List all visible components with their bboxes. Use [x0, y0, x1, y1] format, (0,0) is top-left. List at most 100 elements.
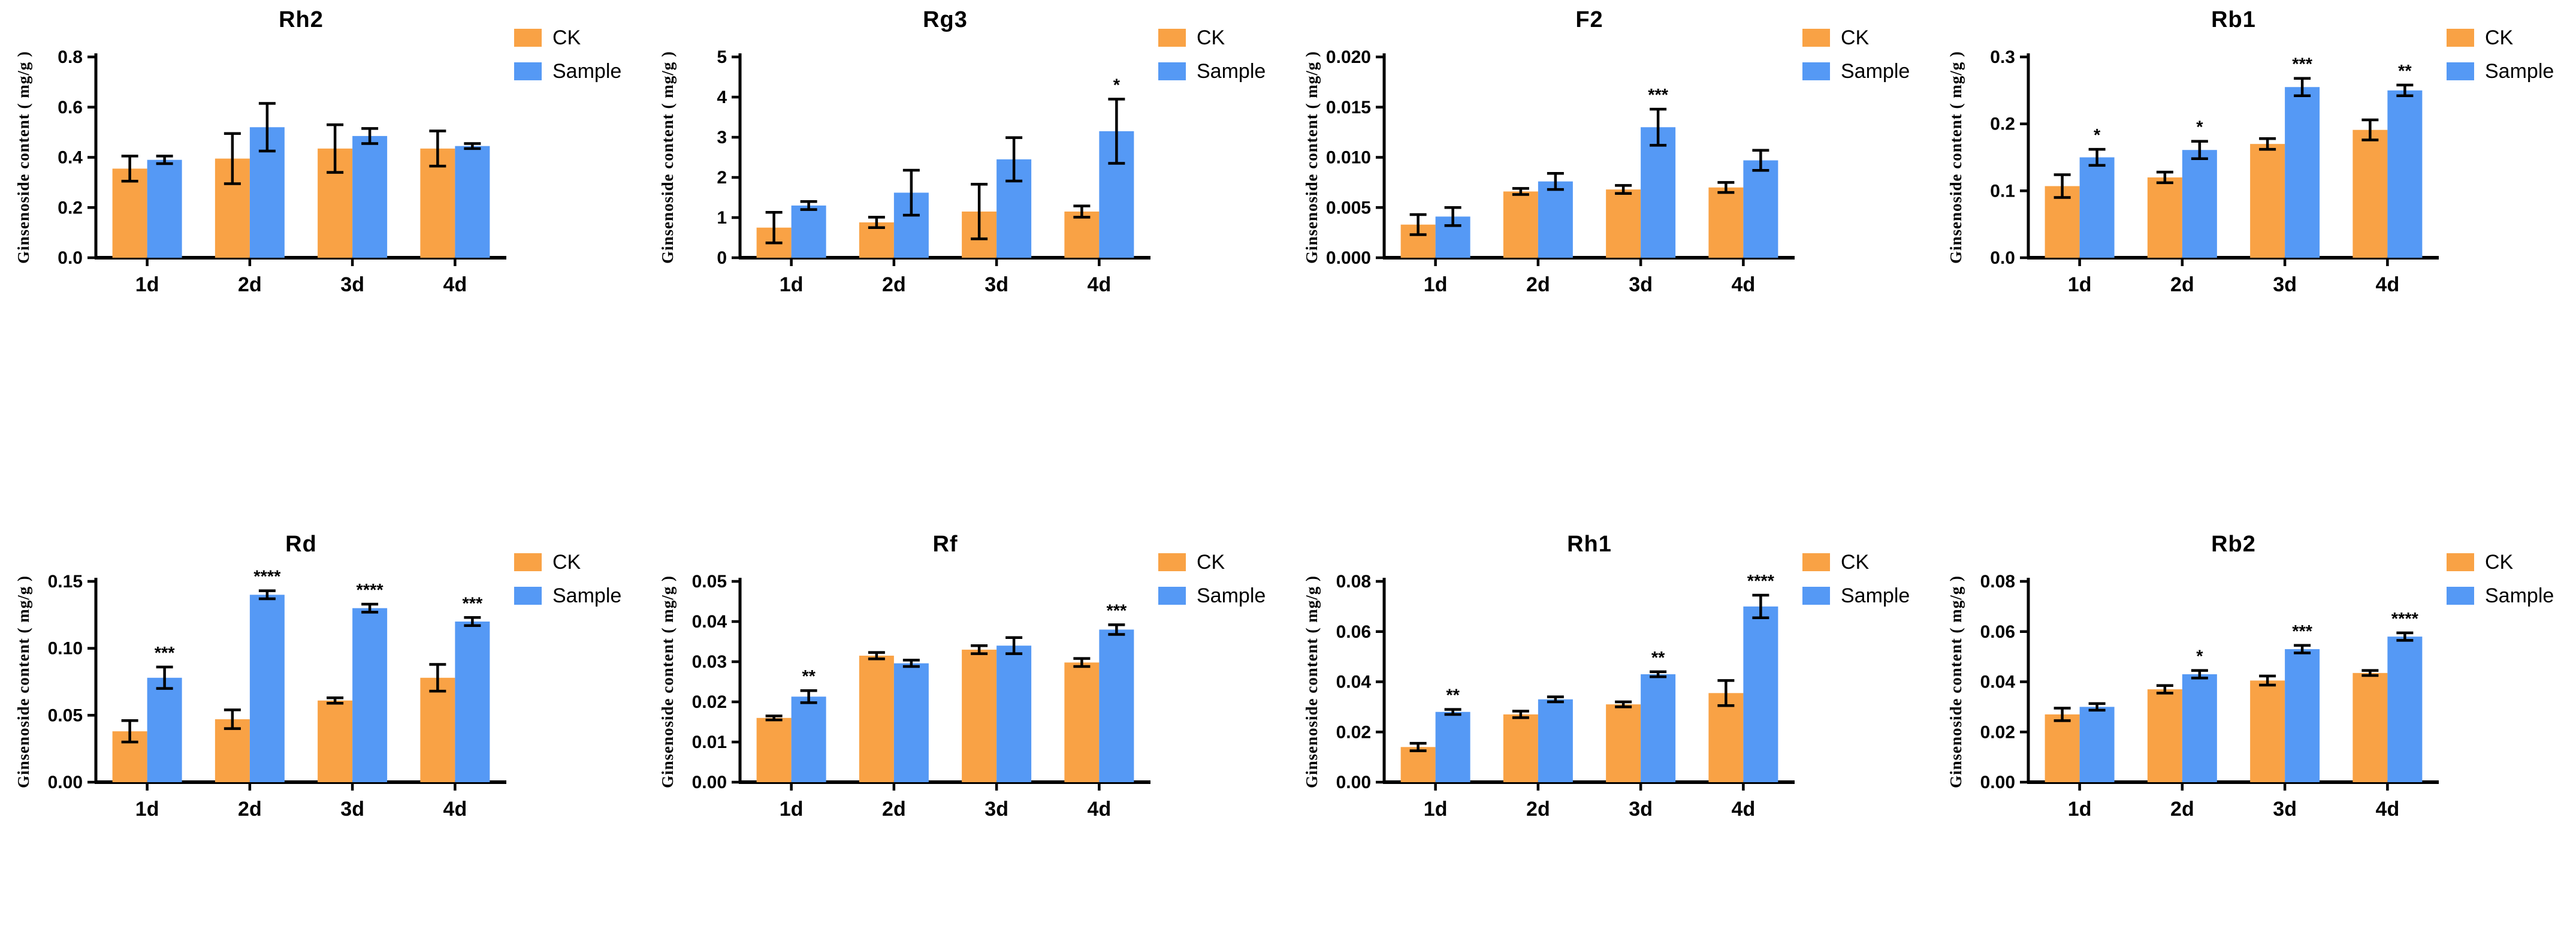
svg-text:4d: 4d [2376, 273, 2400, 296]
sample-swatch [1158, 587, 1186, 605]
legend: CK Sample [2447, 28, 2554, 82]
chart-rh2: Rh2 CK Sample 0.0 0.2 0.4 0.6 0.8 Ginsenoside… [0, 0, 644, 420]
svg-text:0.04: 0.04 [692, 612, 727, 632]
bar-plot-rg3: 0 1 2 3 4 5 Ginsenoside content ( mg/g ) 1d 2d 3d… [659, 47, 1150, 296]
svg-text:0.3: 0.3 [1990, 47, 2015, 67]
legend: CK Sample [514, 552, 621, 606]
sample-swatch [1158, 62, 1186, 80]
svg-text:0.00: 0.00 [692, 773, 727, 792]
bar-plot-rh1: 0.00 0.02 0.04 0.06 0.08 Ginsenoside content … [1303, 572, 1795, 821]
chart-title-rh2: Rh2 [279, 7, 324, 32]
svg-text:1d: 1d [1424, 798, 1448, 821]
svg-text:****: **** [2391, 610, 2419, 629]
svg-text:**: ** [802, 667, 816, 686]
ck-swatch [1158, 29, 1186, 47]
svg-text:3d: 3d [2273, 798, 2297, 821]
svg-text:**: ** [2398, 62, 2412, 81]
legend-item-sample: Sample [1802, 61, 1910, 82]
bar-plot-rb1: 0.0 0.1 0.2 0.3 Ginsenoside content ( mg/g )… [1947, 47, 2439, 296]
svg-text:3d: 3d [340, 273, 364, 296]
svg-text:0.02: 0.02 [692, 692, 727, 712]
legend-label-sample: Sample [1197, 60, 1266, 83]
legend-item-sample: Sample [1158, 61, 1266, 82]
svg-text:2d: 2d [2170, 798, 2194, 821]
chart-rb1: Rb1 CK Sample 0.0 0.1 0.2 0.3 Ginsenoside co… [1932, 0, 2576, 420]
svg-text:1: 1 [717, 208, 727, 228]
svg-text:1d: 1d [2068, 273, 2092, 296]
svg-text:***: *** [462, 594, 483, 613]
svg-text:***: *** [1648, 86, 1669, 105]
svg-text:0.8: 0.8 [58, 47, 83, 67]
svg-text:0.00: 0.00 [48, 773, 83, 792]
svg-text:0.04: 0.04 [1980, 672, 2016, 692]
svg-text:0.01: 0.01 [692, 732, 727, 752]
svg-text:2d: 2d [1526, 798, 1550, 821]
legend-item-sample: Sample [514, 61, 621, 82]
svg-text:5: 5 [717, 47, 727, 67]
ck-swatch [514, 553, 542, 571]
svg-text:***: *** [2292, 622, 2313, 641]
legend-label-ck: CK [1197, 551, 1225, 574]
legend-label-sample: Sample [2485, 584, 2554, 607]
svg-text:4d: 4d [1088, 273, 1112, 296]
svg-text:3: 3 [717, 128, 727, 147]
legend-label-ck: CK [2485, 26, 2514, 49]
svg-text:4d: 4d [1088, 798, 1112, 821]
svg-text:3d: 3d [2273, 273, 2297, 296]
legend: CK Sample [514, 28, 621, 82]
bar-plot-f2: 0.000 0.005 0.010 0.015 0.020 Ginsenoside con… [1303, 47, 1795, 296]
svg-text:1d: 1d [780, 798, 804, 821]
sample-swatch [514, 587, 542, 605]
svg-text:Ginsenoside content ( mg/g ): Ginsenoside content ( mg/g ) [14, 575, 32, 788]
sample-swatch [2447, 62, 2474, 80]
legend-item-sample: Sample [2447, 586, 2554, 606]
svg-text:0.06: 0.06 [1336, 622, 1371, 642]
legend-label-sample: Sample [552, 60, 622, 83]
svg-text:0.04: 0.04 [1336, 672, 1372, 692]
svg-text:0.02: 0.02 [1336, 722, 1371, 742]
legend-label-sample: Sample [552, 584, 622, 607]
svg-text:0.05: 0.05 [48, 705, 83, 725]
legend-label-ck: CK [552, 26, 581, 49]
svg-text:3d: 3d [1629, 273, 1653, 296]
bar-plot-rf: 0.00 0.01 0.02 0.03 0.04 0.05 Ginsenoside cont… [659, 572, 1150, 821]
chart-rd: Rd CK Sample 0.00 0.05 0.10 0.15 Ginsenoside… [0, 524, 644, 944]
svg-text:4d: 4d [1732, 798, 1756, 821]
svg-text:2d: 2d [238, 273, 262, 296]
svg-text:0.005: 0.005 [1326, 198, 1371, 218]
legend-item-ck: CK [514, 552, 621, 572]
legend-item-ck: CK [514, 28, 621, 48]
ck-swatch [2447, 29, 2474, 47]
svg-text:****: **** [357, 581, 384, 600]
legend-label-sample: Sample [1841, 584, 1910, 607]
bar-plot-rd: 0.00 0.05 0.10 0.15 Ginsenoside content ( mg… [14, 568, 506, 821]
chart-title-rb2: Rb2 [2211, 532, 2256, 557]
legend-label-sample: Sample [1197, 584, 1266, 607]
svg-text:0.2: 0.2 [58, 198, 83, 218]
svg-text:0.08: 0.08 [1336, 572, 1371, 592]
svg-text:0.0: 0.0 [1990, 248, 2015, 268]
legend-label-ck: CK [552, 551, 581, 574]
svg-text:****: **** [1747, 572, 1775, 591]
chart-title-f2: F2 [1575, 7, 1603, 32]
ck-swatch [1802, 29, 1830, 47]
svg-text:Ginsenoside content ( mg/g ): Ginsenoside content ( mg/g ) [1947, 575, 1965, 788]
legend-label-ck: CK [1197, 26, 1225, 49]
svg-text:*: * [2196, 647, 2203, 666]
legend-item-ck: CK [2447, 552, 2554, 572]
ck-swatch [2447, 553, 2474, 571]
legend: CK Sample [1802, 28, 1910, 82]
ck-swatch [514, 29, 542, 47]
legend-item-sample: Sample [1802, 586, 1910, 606]
bar-plot-rh2: 0.0 0.2 0.4 0.6 0.8 Ginsenoside content ( mg/… [14, 47, 506, 296]
legend-item-ck: CK [1802, 28, 1910, 48]
sample-swatch [2447, 587, 2474, 605]
svg-text:*: * [2094, 126, 2101, 145]
legend-label-ck: CK [1841, 551, 1870, 574]
chart-title-rd: Rd [285, 532, 317, 557]
svg-text:0.02: 0.02 [1980, 722, 2015, 742]
svg-text:3d: 3d [985, 798, 1008, 821]
svg-text:3d: 3d [340, 798, 364, 821]
chart-title-rb1: Rb1 [2211, 7, 2256, 32]
svg-text:0.05: 0.05 [692, 572, 727, 592]
